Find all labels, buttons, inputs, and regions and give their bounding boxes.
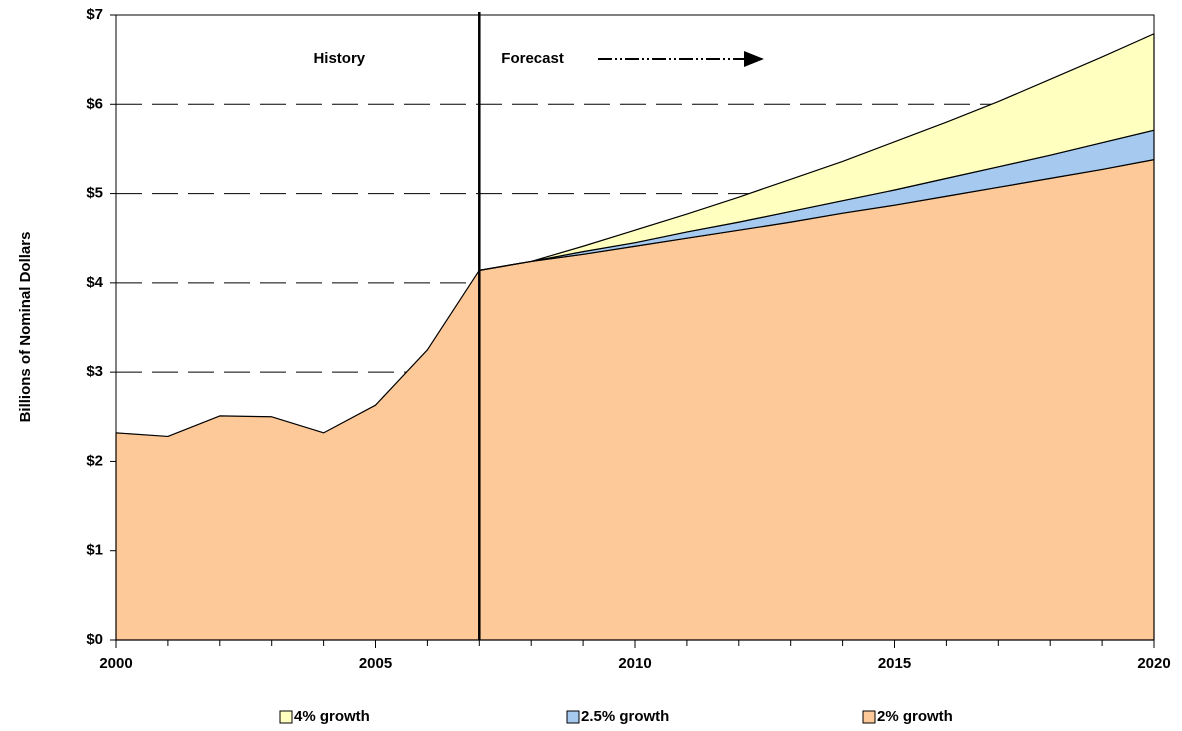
y-tick-label: $0 (86, 631, 103, 648)
legend-label: 2% growth (877, 708, 953, 725)
y-tick-label: $5 (86, 185, 103, 202)
x-tick-label: 2000 (99, 655, 132, 672)
legend-swatch (862, 710, 876, 724)
y-tick-label: $1 (86, 542, 103, 559)
y-axis-label: Billions of Nominal Dollars (17, 232, 34, 423)
legend-label: 2.5% growth (581, 708, 669, 725)
legend-swatch (279, 710, 293, 724)
x-tick-label: 2005 (359, 655, 392, 672)
legend-swatch (566, 710, 580, 724)
x-tick-label: 2015 (878, 655, 911, 672)
y-tick-label: $4 (86, 274, 103, 291)
y-tick-label: $3 (86, 363, 103, 380)
legend-label: 4% growth (294, 708, 370, 725)
history-label: History (313, 50, 365, 67)
y-tick-label: $2 (86, 452, 103, 469)
y-tick-label: $6 (86, 95, 103, 112)
x-tick-label: 2020 (1137, 655, 1170, 672)
x-tick-label: 2010 (618, 655, 651, 672)
forecast-label: Forecast (501, 50, 564, 67)
y-tick-label: $7 (86, 6, 103, 23)
